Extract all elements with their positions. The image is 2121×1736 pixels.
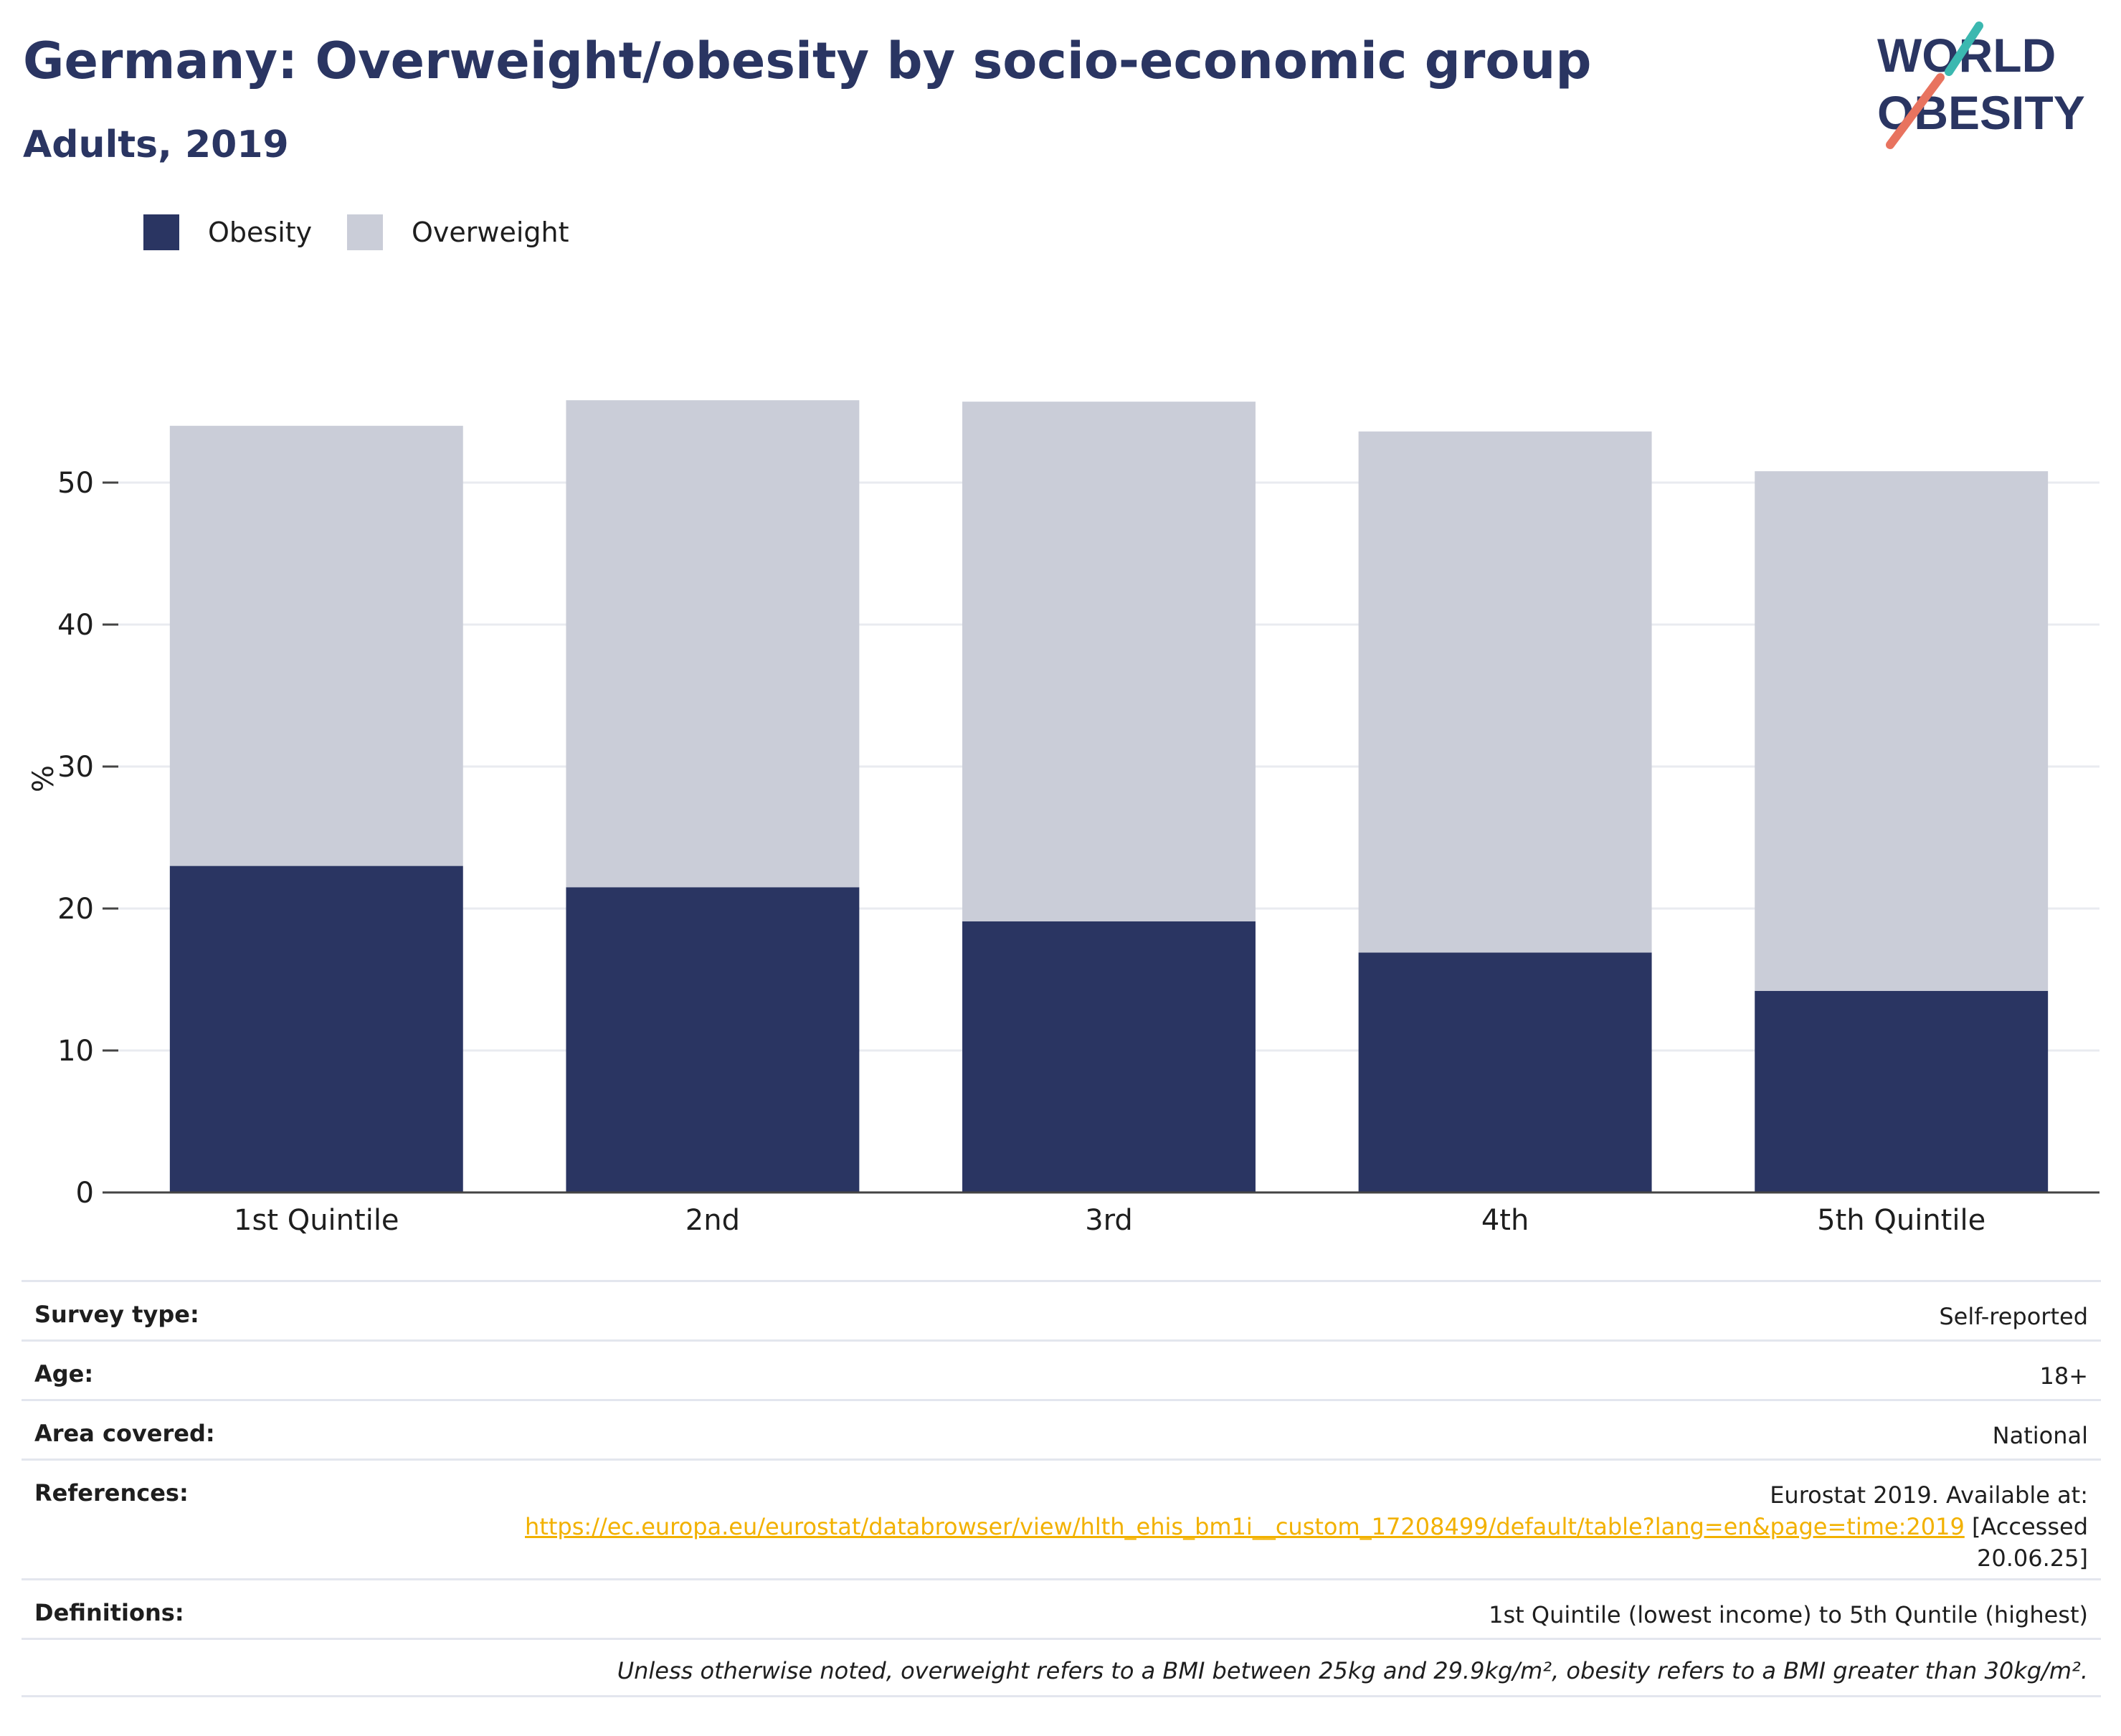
y-tick-label: 30 — [57, 751, 94, 784]
age-value: 18+ — [2039, 1362, 2088, 1390]
chart-title: Germany: Overweight/obesity by socio-eco… — [23, 32, 1592, 90]
info-row-footnote: Unless otherwise noted, overweight refer… — [22, 1638, 2101, 1697]
legend-swatch-overweight — [347, 214, 383, 250]
bar-overweight[interactable] — [566, 400, 860, 888]
definitions-label: Definitions: — [34, 1599, 184, 1626]
references-value: Eurostat 2019. Available at: https://ec.… — [525, 1479, 2088, 1574]
references-label: References: — [34, 1479, 189, 1507]
definition-footnote: Unless otherwise noted, overweight refer… — [617, 1657, 2088, 1684]
bars — [169, 400, 2049, 1192]
legend-swatch-obesity — [143, 214, 179, 250]
references-date: 20.06.25] — [1977, 1545, 2088, 1572]
logo-slash-teal — [1945, 22, 1983, 76]
bar-obesity[interactable] — [566, 887, 860, 1192]
y-axis-label: % — [27, 765, 60, 792]
y-tick-label: 40 — [57, 609, 94, 642]
x-tick-label: 2nd — [685, 1204, 740, 1237]
x-tick-label: 3rd — [1085, 1204, 1133, 1237]
bar-obesity[interactable] — [962, 921, 1256, 1192]
bar-overweight[interactable] — [1358, 431, 1652, 953]
references-accessed: [Accessed — [1971, 1513, 2088, 1540]
info-row-area: Area covered: National — [22, 1399, 2101, 1458]
info-row-age: Age: 18+ — [22, 1339, 2101, 1399]
y-tick-label: 50 — [57, 467, 94, 500]
area-label: Area covered: — [34, 1420, 215, 1447]
survey-type-value: Self-reported — [1939, 1303, 2088, 1330]
age-label: Age: — [34, 1360, 94, 1388]
info-row-definitions: Definitions: 1st Quintile (lowest income… — [22, 1578, 2101, 1638]
chart-subtitle: Adults, 2019 — [23, 123, 289, 166]
x-tick-label: 5th Quintile — [1817, 1204, 1985, 1237]
bar-obesity[interactable] — [1358, 952, 1652, 1192]
legend-item-overweight[interactable]: Overweight — [347, 214, 569, 251]
area-value: National — [1992, 1422, 2088, 1449]
stacked-bar-chart: 0 10 20 30 40 50 1st Quintile 2nd 3rd 4th 5th Quin… — [27, 400, 2099, 1237]
definitions-value: 1st Quintile (lowest income) to 5th Qunt… — [1489, 1601, 2088, 1628]
bar-overweight[interactable] — [1755, 471, 2049, 991]
world-obesity-logo: WORLD OBESITY — [1877, 22, 2085, 149]
survey-type-label: Survey type: — [34, 1301, 199, 1328]
logo-slash-coral — [1886, 73, 1945, 149]
references-link[interactable]: https://ec.europa.eu/eurostat/databrowse… — [525, 1513, 1965, 1540]
y-tick-label: 10 — [57, 1035, 94, 1068]
bar-overweight[interactable] — [169, 425, 463, 866]
legend-item-obesity[interactable]: Obesity — [143, 214, 312, 251]
bar-obesity[interactable] — [1755, 990, 2049, 1192]
x-tick-label: 4th — [1481, 1204, 1529, 1237]
y-tick-label: 20 — [57, 893, 94, 926]
bar-obesity[interactable] — [169, 865, 463, 1192]
references-link-line: https://ec.europa.eu/eurostat/databrowse… — [525, 1511, 2088, 1542]
references-text: Eurostat 2019. Available at: — [1770, 1481, 2088, 1509]
y-tick-label: 0 — [76, 1177, 94, 1210]
info-row-survey-type: Survey type: Self-reported — [22, 1280, 2101, 1339]
legend-label-overweight: Overweight — [412, 217, 569, 248]
axes: 0 10 20 30 40 50 1st Quintile 2nd 3rd 4th 5th Quin… — [57, 467, 2099, 1237]
info-table: Survey type: Self-reported Age: 18+ Area… — [22, 1280, 2101, 1697]
legend-label-obesity: Obesity — [208, 217, 313, 248]
bar-overweight[interactable] — [962, 402, 1256, 921]
info-row-references: References: Eurostat 2019. Available at:… — [22, 1458, 2101, 1578]
x-tick-label: 1st Quintile — [234, 1204, 399, 1237]
